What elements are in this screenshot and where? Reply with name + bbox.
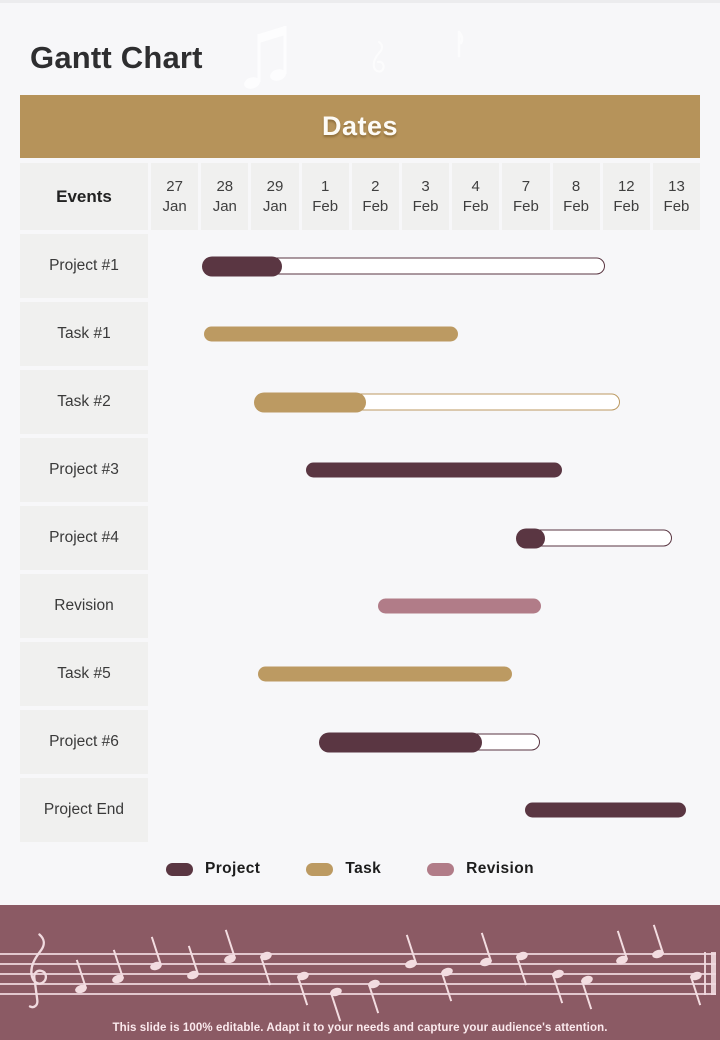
date-column-header: 1 Feb [301,163,349,230]
date-column-header: 28 Jan [201,163,249,230]
gantt-track [150,776,700,844]
gantt-row: Project #1 [20,232,700,300]
legend: Project Task Revision [166,848,534,890]
event-label: Project End [20,778,148,842]
gantt-track [150,232,700,300]
music-band: This slide is 100% editable. Adapt it to… [0,905,720,1040]
dates-banner: Dates [20,95,700,158]
legend-item-revision: Revision [427,860,534,878]
gantt-track [150,572,700,640]
music-note-icon [440,966,454,1002]
gantt-row: Task #2 [20,368,700,436]
gantt-bar-progress [318,732,482,752]
gantt-track [150,300,700,368]
event-label: Project #4 [20,506,148,570]
legend-label: Revision [466,860,534,877]
event-label: Task #5 [20,642,148,706]
gantt-track [150,504,700,572]
legend-swatch [166,862,193,876]
gantt-row: Project #3 [20,436,700,504]
treble-clef-icon [28,933,47,1009]
staff-line [0,953,716,955]
gantt-track [150,368,700,436]
event-label: Task #2 [20,370,148,434]
music-note-icon [479,932,493,968]
date-column-header: 4 Feb [452,163,500,230]
gantt-bar-progress [253,392,367,412]
gantt-bar-project [318,732,540,752]
gantt-bar-project [515,528,673,548]
clef-watermark-icon [372,41,385,73]
date-column-header: 27 Jan [151,163,199,230]
legend-swatch [306,862,334,876]
staff-line [0,963,716,965]
page-title: Gantt Chart [30,40,203,75]
gantt-bar-task [204,326,458,342]
legend-label: Task [345,860,382,877]
legend-item-project: Project [166,860,260,878]
gantt-track [150,640,700,708]
gantt-track [150,708,700,776]
date-column-header: 13 Feb [652,163,701,230]
date-column-header: 12 Feb [602,163,650,230]
gantt-row: Task #1 [20,300,700,368]
legend-label: Project [205,860,261,877]
gantt-bar-task [253,392,620,412]
staff-line [0,973,716,975]
gantt-row: Project End [20,776,700,844]
event-label: Project #1 [20,234,148,298]
gantt-rows: Project #1 Task #1 Task #2 Project #3 Projec… [20,232,700,844]
event-label: Project #3 [20,438,148,502]
gantt-bar-project [201,256,605,276]
note-watermark-icon [457,30,464,58]
date-column-header: 8 Feb [552,163,600,230]
gantt-bar-progress [515,528,545,548]
top-strip [0,0,720,3]
staff-line [0,993,716,995]
music-note-icon [186,945,200,981]
date-column-header: 29 Jan [251,163,299,230]
gantt-bar-revision [377,598,542,614]
event-label: Project #6 [20,710,148,774]
gantt-row: Revision [20,572,700,640]
beamed-notes-watermark-icon [244,26,287,89]
gantt-row: Project #6 [20,708,700,776]
staff-line [0,983,716,985]
event-label: Revision [20,574,148,638]
event-label: Task #1 [20,302,148,366]
date-column-header: 2 Feb [351,163,399,230]
gantt-bar-task [257,666,512,682]
events-header: Events [20,163,148,230]
table-header-row: Events 27 Jan 28 Jan 29 Jan 1 Feb 2 Feb 3 Feb 4 Feb 7 F… [20,163,701,230]
gantt-bar-project [306,462,563,478]
gantt-row: Task #5 [20,640,700,708]
footer-note: This slide is 100% editable. Adapt it to… [112,1022,608,1034]
legend-swatch [427,862,455,876]
gantt-row: Project #4 [20,504,700,572]
gantt-bar-project [525,802,686,818]
date-header-cells: 27 Jan 28 Jan 29 Jan 1 Feb 2 Feb 3 Feb 4 Feb 7 Feb 8 Feb 1… [151,163,701,230]
legend-item-task: Task [306,860,381,878]
date-column-header: 7 Feb [502,163,550,230]
dates-banner-label: Dates [321,111,399,141]
date-column-header: 3 Feb [401,163,450,230]
gantt-bar-progress [201,256,282,276]
gantt-track [150,436,700,504]
music-note-icon [329,986,343,1022]
